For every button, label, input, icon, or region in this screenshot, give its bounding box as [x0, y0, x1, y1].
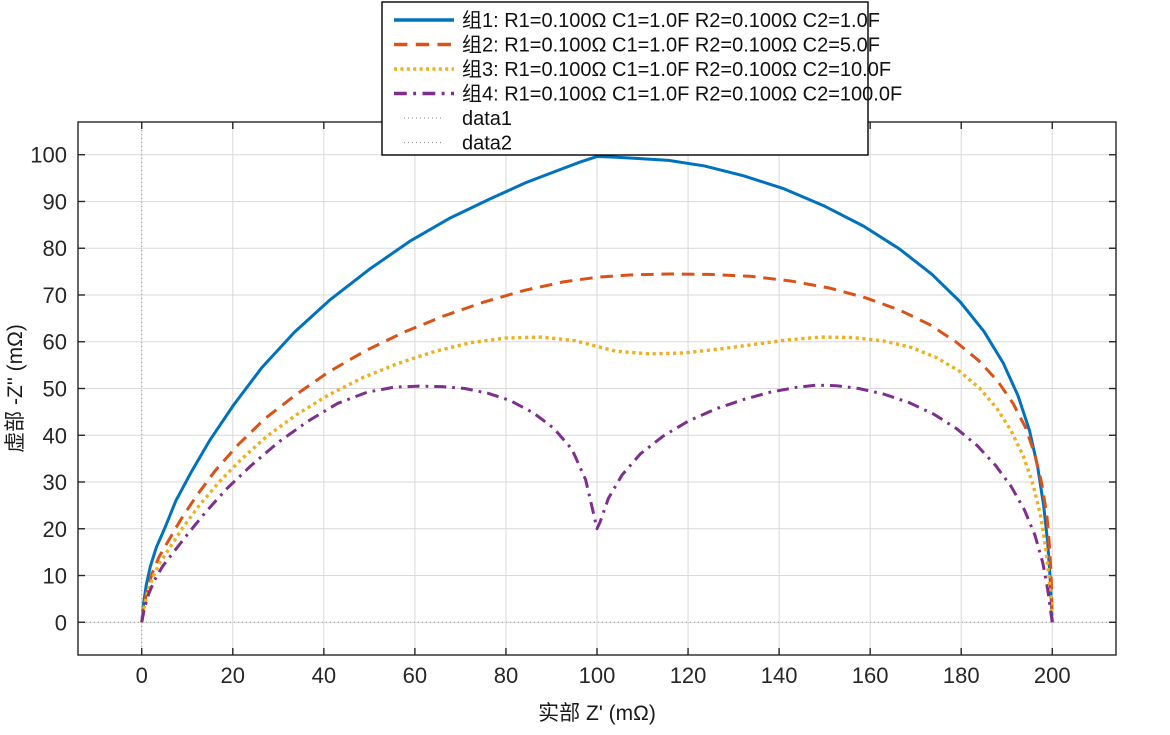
x-tick-label: 180: [943, 663, 980, 688]
y-tick-label: 50: [43, 377, 67, 402]
x-tick-label: 140: [761, 663, 798, 688]
legend-box: [381, 1, 869, 156]
legend-item[interactable]: 组3: R1=0.100Ω C1=1.0F R2=0.100Ω C2=10.0F: [394, 58, 891, 81]
x-tick-label: 100: [579, 663, 616, 688]
legend: 组1: R1=0.100Ω C1=1.0F R2=0.100Ω C2=1.0F组…: [381, 1, 902, 156]
y-tick-label: 30: [43, 470, 67, 495]
series-line-3: [140, 335, 1054, 623]
y-tick-label: 20: [43, 517, 67, 542]
legend-label: data1: [462, 108, 512, 130]
y-axis-title: 虚部 -Z'' (mΩ): [4, 324, 27, 453]
x-tick-label: 80: [494, 663, 518, 688]
legend-item[interactable]: 组1: R1=0.100Ω C1=1.0F R2=0.100Ω C2=1.0F: [394, 9, 880, 32]
y-tick-label: 0: [55, 610, 67, 635]
y-tick-label: 90: [43, 189, 67, 214]
legend-label: 组2: R1=0.100Ω C1=1.0F R2=0.100Ω C2=5.0F: [462, 34, 880, 57]
series-line-1: [140, 155, 1054, 623]
legend-item[interactable]: data2: [404, 133, 512, 155]
y-tick-label: 60: [43, 330, 67, 355]
x-tick-label: 60: [403, 663, 427, 688]
y-tick-label: 10: [43, 564, 67, 589]
x-tick-label: 200: [1034, 663, 1071, 688]
legend-label: 组4: R1=0.100Ω C1=1.0F R2=0.100Ω C2=100.0…: [462, 83, 902, 106]
y-tick-label: 80: [43, 236, 67, 261]
y-tick-label: 40: [43, 423, 67, 448]
x-tick-label: 160: [852, 663, 889, 688]
x-axis-title: 实部 Z' (mΩ): [538, 702, 656, 725]
x-tick-label: 0: [136, 663, 148, 688]
series-line-2: [140, 272, 1054, 623]
reference-lines: [78, 122, 1116, 655]
x-tick-label: 40: [312, 663, 336, 688]
legend-label: 组1: R1=0.100Ω C1=1.0F R2=0.100Ω C2=1.0F: [462, 9, 880, 32]
legend-item[interactable]: data1: [404, 108, 512, 130]
legend-label: 组3: R1=0.100Ω C1=1.0F R2=0.100Ω C2=10.0F: [462, 58, 891, 81]
x-tick-label: 20: [221, 663, 245, 688]
legend-item[interactable]: 组2: R1=0.100Ω C1=1.0F R2=0.100Ω C2=5.0F: [394, 34, 880, 57]
legend-item[interactable]: 组4: R1=0.100Ω C1=1.0F R2=0.100Ω C2=100.0…: [394, 83, 902, 106]
axis-ticks: 0 20 40 60 80 100 120 140 160 180 200 0 10 20 30 40 50 60…: [30, 122, 1116, 688]
legend-label: data2: [462, 133, 512, 155]
y-tick-label: 70: [43, 283, 67, 308]
x-tick-label: 120: [670, 663, 707, 688]
data-series-group: [140, 155, 1054, 623]
y-tick-label: 100: [30, 143, 67, 168]
series-line-4: [140, 383, 1054, 623]
grid-lines: [78, 122, 1116, 655]
